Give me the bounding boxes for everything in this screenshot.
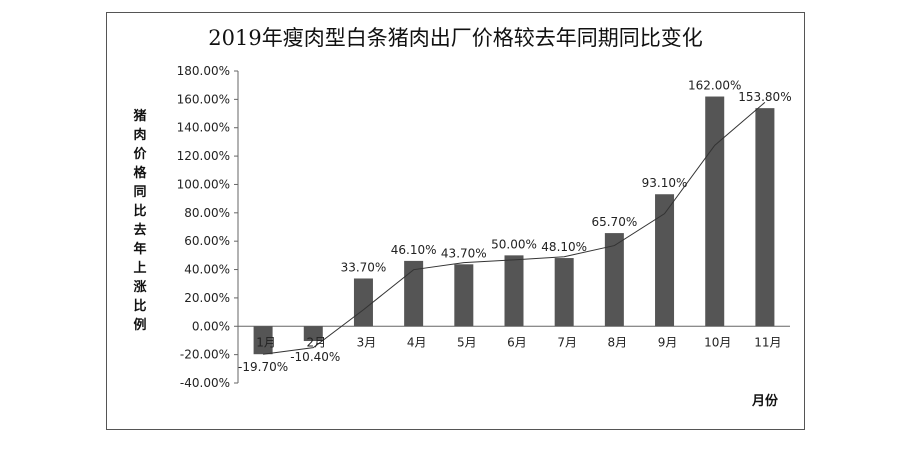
y-tick-label: 80.00% xyxy=(184,206,230,220)
data-label: 33.70% xyxy=(341,260,387,274)
data-label: 93.10% xyxy=(642,176,688,190)
x-tick-label: 9月 xyxy=(658,335,678,349)
bar xyxy=(755,108,775,327)
bar xyxy=(353,278,373,327)
x-tick-label: 6月 xyxy=(507,335,527,349)
y-tick-label: 0.00% xyxy=(192,319,230,333)
x-tick-label: 2月 xyxy=(306,335,326,349)
bar xyxy=(404,260,424,327)
y-tick-label: 40.00% xyxy=(184,263,230,277)
x-tick-label: 4月 xyxy=(407,335,427,349)
y-axis-label: 猪肉价格同比去年上涨比例 xyxy=(133,109,147,333)
x-tick-label: 10月 xyxy=(704,335,731,349)
data-label: 162.00% xyxy=(688,79,741,93)
bar xyxy=(554,258,574,327)
trendline xyxy=(263,101,766,355)
data-label: -19.70% xyxy=(238,360,288,374)
x-tick-label: 1月 xyxy=(256,335,276,349)
data-label: 153.80% xyxy=(738,90,791,104)
data-label: 50.00% xyxy=(491,237,537,251)
y-tick-label: 60.00% xyxy=(184,234,230,248)
x-axis-label: 月份 xyxy=(752,394,779,409)
y-tick-label: -20.00% xyxy=(180,348,230,362)
bar xyxy=(655,194,675,327)
y-tick-label: 100.00% xyxy=(177,177,230,191)
chart-title: 2019年瘦肉型白条猪肉出厂价格较去年同期同比变化 xyxy=(208,26,703,50)
y-tick-label: 140.00% xyxy=(177,121,230,135)
y-tick-label: 160.00% xyxy=(177,92,230,106)
bar xyxy=(454,264,474,327)
bar xyxy=(504,255,524,327)
x-tick-label: 3月 xyxy=(357,335,377,349)
data-label: -10.40% xyxy=(290,350,340,364)
y-tick-label: -40.00% xyxy=(180,376,230,390)
x-tick-label: 5月 xyxy=(457,335,477,349)
bar xyxy=(705,96,725,327)
chart-frame xyxy=(106,12,805,430)
bar xyxy=(604,233,624,327)
data-label: 43.70% xyxy=(441,246,487,260)
data-label: 65.70% xyxy=(591,215,637,229)
bar xyxy=(253,326,273,355)
x-tick-label: 8月 xyxy=(608,335,628,349)
x-tick-label: 11月 xyxy=(754,335,781,349)
y-tick-label: 20.00% xyxy=(184,291,230,305)
bar xyxy=(303,326,323,342)
y-tick-label: 180.00% xyxy=(177,64,230,78)
data-label: 48.10% xyxy=(541,240,587,254)
x-tick-label: 7月 xyxy=(557,335,577,349)
y-tick-label: 120.00% xyxy=(177,149,230,163)
data-label: 46.10% xyxy=(391,243,437,257)
